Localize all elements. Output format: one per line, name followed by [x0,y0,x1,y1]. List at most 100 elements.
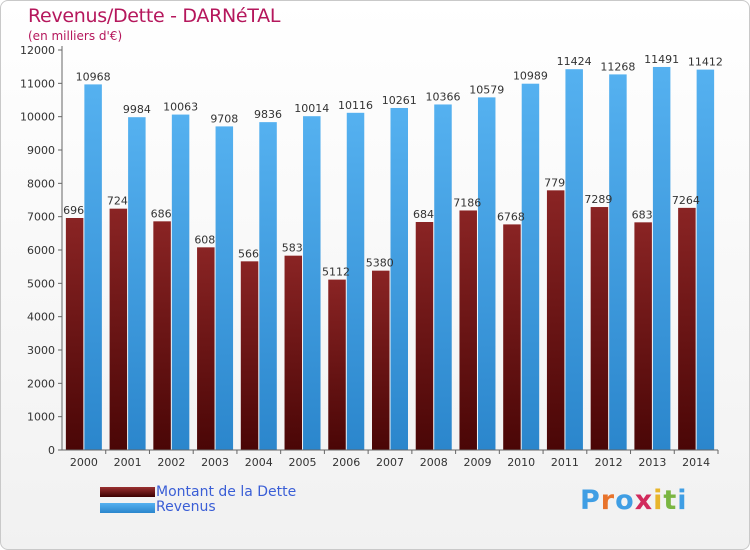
proxiti-logo: Proxiti [580,485,688,516]
x-tick-label: 2013 [638,456,666,469]
data-label-debt: 6768 [497,210,525,223]
data-label-revenue: 10014 [294,102,329,115]
logo-letter: t [663,485,678,516]
data-label-debt: 7186 [453,196,481,209]
bar-revenue-2001 [128,117,146,450]
bar-debt-2007 [372,270,390,450]
bar-debt-2012 [590,207,609,450]
y-tick-label: 1000 [27,411,55,424]
data-label-debt: 684 [413,208,434,221]
y-tick-label: 9000 [27,144,55,157]
x-tick-label: 2004 [245,456,273,469]
x-tick-label: 2008 [420,456,448,469]
legend-swatch-revenue [100,503,155,513]
x-tick-label: 2007 [376,456,404,469]
y-tick-label: 6000 [27,244,55,257]
data-label-debt: 779 [544,176,565,189]
bar-revenue-2008 [434,104,452,450]
data-label-debt: 5112 [322,266,350,279]
data-label-revenue: 10366 [425,90,460,103]
bar-revenue-2002 [171,114,190,451]
y-tick-label: 3000 [27,344,55,357]
data-label-revenue: 11491 [644,53,679,66]
x-tick-label: 2012 [595,456,623,469]
data-label-debt: 686 [151,207,172,220]
bar-revenue-2004 [259,122,277,450]
x-tick-label: 2014 [682,456,710,469]
bar-debt-2003 [197,247,215,450]
logo-letter: i [653,485,664,516]
bar-debt-2008 [415,222,434,450]
x-tick-label: 2002 [157,456,185,469]
bar-debt-2013 [634,222,652,450]
bar-debt-2010 [503,224,521,450]
x-tick-label: 2006 [332,456,360,469]
y-tick-label: 5000 [27,277,55,290]
legend-swatch-debt [100,487,155,497]
data-label-debt: 5380 [366,257,394,270]
y-tick-label: 7000 [27,211,55,224]
logo-letter: P [580,485,601,516]
data-label-debt: 724 [107,195,128,208]
bar-revenue-2012 [609,74,627,451]
y-tick-label: 8000 [27,177,55,190]
logo-letter: i [677,485,688,516]
bar-debt-2002 [153,221,171,450]
bar-debt-2000 [65,218,84,450]
bar-debt-2009 [459,210,477,450]
data-label-revenue: 10261 [382,94,417,107]
bar-debt-2014 [678,207,696,450]
logo-letter: x [634,485,654,516]
x-tick-label: 2003 [201,456,229,469]
chart-title: Revenus/Dette - DARNéTAL [28,5,281,27]
data-label-debt: 7289 [584,193,612,206]
data-label-revenue: 10989 [513,70,548,83]
y-tick-label: 12000 [20,44,55,57]
data-label-revenue: 11268 [600,60,635,73]
bar-revenue-2000 [84,84,102,451]
data-label-revenue: 10116 [338,99,373,112]
bar-revenue-2013 [652,66,671,450]
y-tick-label: 4000 [27,311,55,324]
bar-revenue-2014 [696,69,715,450]
bar-debt-2001 [109,208,128,450]
bar-revenue-2003 [215,126,234,451]
bar-debt-2006 [328,279,346,450]
data-label-revenue: 10063 [163,101,198,114]
logo-letter: o [615,485,635,516]
bar-revenue-2007 [390,107,408,450]
bar-revenue-2010 [521,83,540,450]
bar-revenue-2009 [477,97,496,450]
x-tick-label: 2000 [70,456,98,469]
data-label-debt: 7264 [672,194,700,207]
bar-debt-2005 [284,255,303,450]
data-label-revenue: 11412 [688,56,723,69]
x-tick-label: 2009 [463,456,491,469]
data-label-revenue: 9836 [254,108,282,121]
legend-label-debt: Montant de la Dette [156,484,297,500]
bar-revenue-2011 [565,69,583,450]
bar-debt-2004 [240,261,259,450]
data-label-revenue: 9708 [210,112,238,125]
data-label-revenue: 9984 [123,103,151,116]
x-tick-label: 2011 [551,456,579,469]
data-label-debt: 683 [632,208,653,221]
x-tick-label: 2010 [507,456,535,469]
data-label-debt: 608 [194,233,215,246]
data-label-debt: 696 [63,204,84,217]
y-tick-label: 2000 [27,377,55,390]
data-label-revenue: 10579 [469,83,504,96]
x-tick-label: 2005 [289,456,317,469]
y-tick-label: 0 [48,444,55,457]
data-label-revenue: 10968 [76,70,111,83]
bar-revenue-2006 [346,112,365,451]
bar-revenue-2005 [303,116,321,450]
y-tick-label: 10000 [20,111,55,124]
bar-debt-2011 [546,190,565,451]
chart-subtitle: (en milliers d'€) [28,29,123,43]
y-tick-label: 11000 [20,77,55,90]
data-label-debt: 566 [238,247,259,260]
data-label-revenue: 11424 [557,55,592,68]
legend-label-revenue: Revenus [156,499,216,515]
